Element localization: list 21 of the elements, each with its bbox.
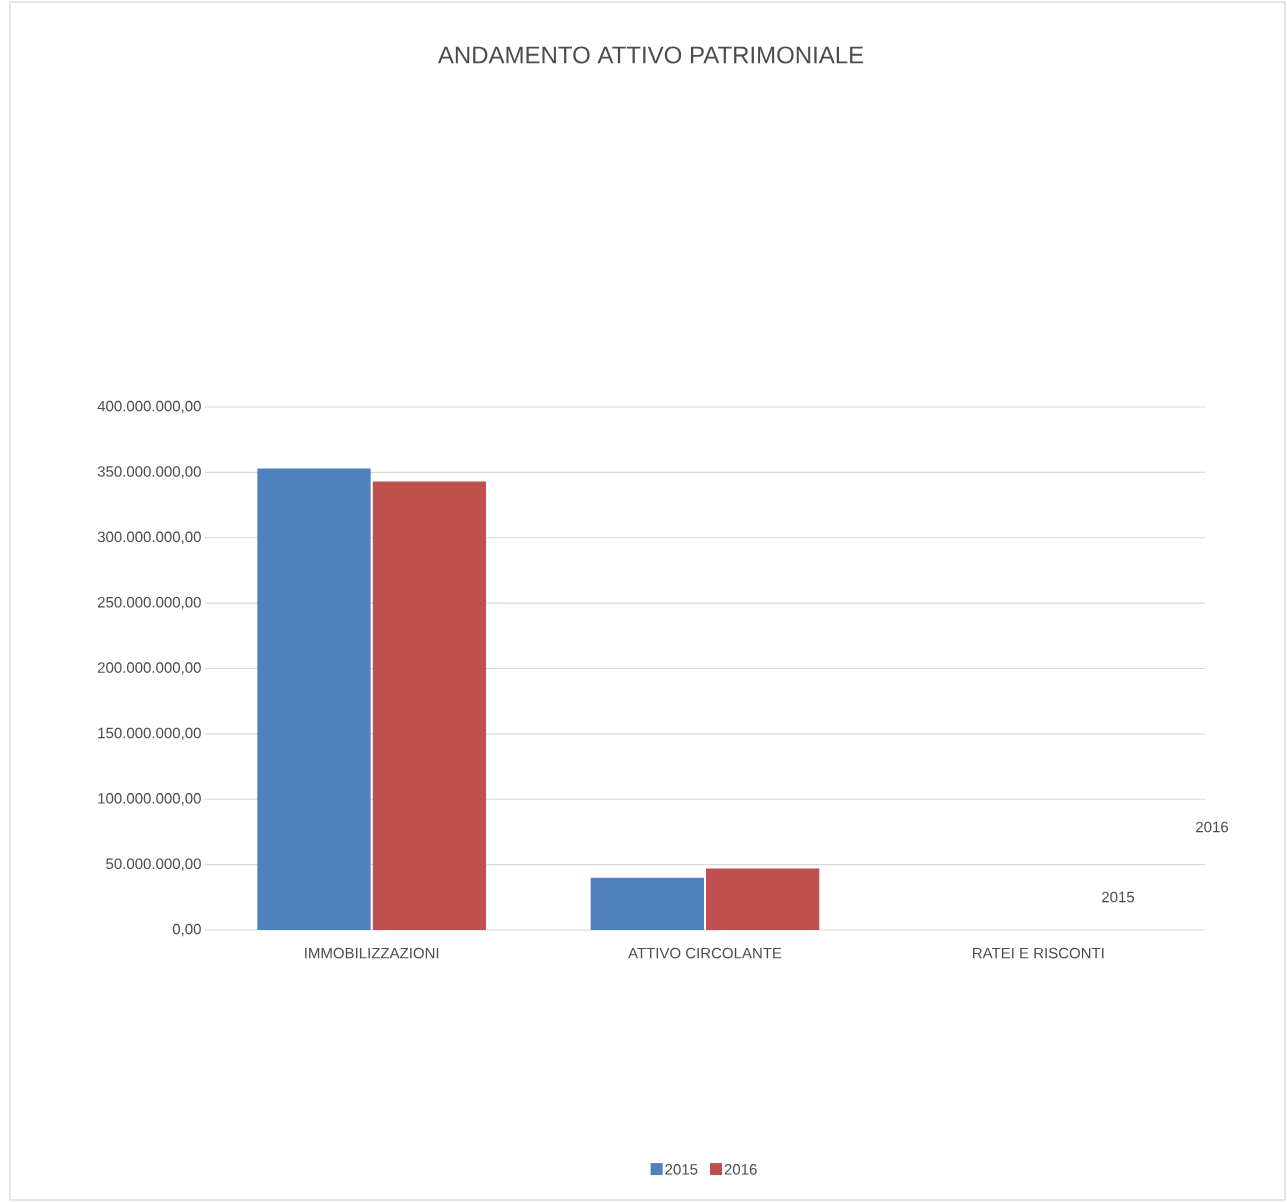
y-tick-label: 50.000.000,00 <box>106 858 201 871</box>
chart-title: ANDAMENTO ATTIVO PATRIMONIALE <box>437 46 864 64</box>
x-tick-label: RATEI E RISCONTI <box>973 947 1104 959</box>
x-tick-label: IMMOBILIZZAZIONI <box>305 947 439 959</box>
y-tick-label: 250.000.000,00 <box>97 596 201 610</box>
bar <box>706 868 820 930</box>
text: 2016 <box>1196 821 1229 833</box>
text: 2015 <box>1102 891 1135 903</box>
y-tick-label: 200.000.000,00 <box>97 662 201 675</box>
y-tick-label: 350.000.000,00 <box>97 466 201 479</box>
bar <box>372 481 486 930</box>
bar <box>257 468 371 930</box>
x-tick-label: ATTIVO CIRCOLANTE <box>628 947 782 959</box>
y-tick-label: 0,00 <box>172 923 201 937</box>
y-tick-label: 400.000.000,00 <box>97 400 201 414</box>
legend-label: 2015 <box>665 1164 698 1175</box>
legend-label: 2016 <box>724 1164 757 1175</box>
y-tick-label: 100.000.000,00 <box>98 793 201 806</box>
bar <box>590 877 704 930</box>
y-tick-label: 150.000.000,00 <box>98 727 201 741</box>
y-tick-label: 300.000.000,00 <box>97 531 201 544</box>
